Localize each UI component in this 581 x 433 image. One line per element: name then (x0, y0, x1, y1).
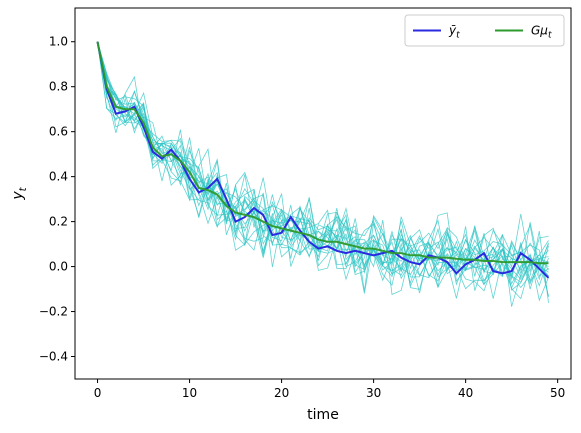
y-axis-label-main: y (10, 191, 26, 201)
x-tick-label: 50 (550, 386, 565, 400)
y-axis-label-subscript: t (18, 186, 29, 191)
legend: ȳt Gμt (404, 14, 565, 47)
series-layer (96, 41, 550, 279)
sample-path-line (97, 41, 549, 302)
x-axis-ticks: 0 10 20 30 40 50 (94, 379, 565, 400)
y-axis-label: yt (10, 186, 29, 200)
sample-path-line (97, 41, 549, 300)
x-tick-label: 20 (274, 386, 289, 400)
series-line-gmu (96, 41, 549, 265)
sample-path-line (97, 41, 549, 299)
y-tick-label: 0.2 (49, 215, 68, 229)
y-tick-label: −0.2 (39, 305, 68, 319)
sample-path-line (97, 41, 549, 282)
plot-frame (74, 7, 572, 380)
sample-path-line (97, 41, 549, 288)
legend-box (404, 14, 565, 47)
sample-paths-layer (97, 41, 549, 307)
x-tick-label: 0 (94, 386, 102, 400)
x-tick-label: 10 (182, 386, 197, 400)
legend-entry-gmu-label-subscript: t (548, 31, 552, 41)
x-axis-label: time (307, 407, 339, 423)
y-tick-label: 0.6 (49, 125, 68, 139)
sample-path-line (97, 41, 549, 303)
y-tick-label: 0.8 (49, 80, 68, 94)
legend-entry-ybar-label: ȳt (448, 24, 460, 41)
y-tick-label: −0.4 (39, 350, 68, 364)
legend-entry-ybar-label-subscript: t (456, 31, 460, 41)
y-tick-label: 0.0 (49, 260, 68, 274)
y-tick-label: 1.0 (49, 35, 68, 49)
legend-entry-gmu-label-main: Gμ (531, 24, 548, 38)
y-axis-ticks: −0.4 −0.2 0.0 0.2 0.4 0.6 0.8 1.0 (39, 35, 75, 364)
legend-entry-ybar-label-main: ȳ (448, 24, 457, 38)
x-tick-label: 40 (458, 386, 473, 400)
y-tick-label: 0.4 (49, 170, 68, 184)
x-tick-label: 30 (366, 386, 381, 400)
legend-entry-gmu-label: Gμt (531, 24, 552, 41)
